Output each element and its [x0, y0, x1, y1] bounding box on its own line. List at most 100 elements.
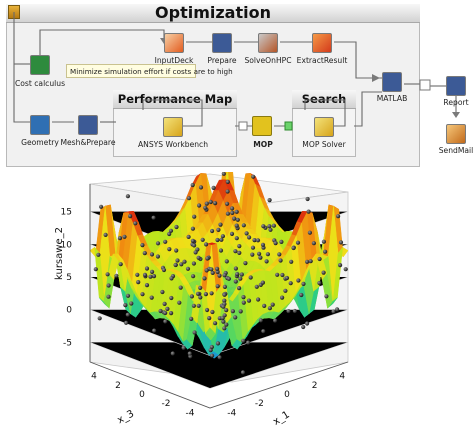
- sample-point: [168, 228, 174, 233]
- sample-point: [221, 319, 226, 324]
- sample-point: [235, 272, 240, 277]
- solveonhpc-label: SolveOnHPC: [244, 56, 292, 65]
- sample-point: [222, 298, 227, 303]
- sample-point: [237, 244, 242, 249]
- sample-point: [336, 214, 341, 219]
- sample-point: [238, 276, 243, 281]
- sample-point: [224, 259, 229, 264]
- sample-point: [221, 172, 226, 176]
- extractresult-icon[interactable]: [312, 33, 332, 53]
- sample-point: [243, 261, 248, 266]
- sample-point: [291, 245, 296, 251]
- sample-point: [169, 295, 174, 301]
- sample-point: [241, 338, 246, 343]
- sample-point: [229, 231, 235, 236]
- sample-point: [161, 267, 167, 273]
- sample-point: [96, 252, 101, 257]
- mop-solver-icon[interactable]: [314, 117, 334, 137]
- sample-point: [335, 307, 340, 312]
- sample-point: [258, 318, 263, 323]
- report-icon[interactable]: [446, 76, 466, 96]
- x-tick-label: 4: [91, 372, 97, 382]
- sample-point: [150, 269, 155, 274]
- port-performance-out: [238, 121, 248, 131]
- matlab-icon[interactable]: [382, 72, 402, 92]
- link-extract-matlab: [334, 41, 382, 79]
- sample-point: [208, 199, 213, 205]
- sample-point: [173, 262, 178, 268]
- sample-point: [225, 211, 230, 216]
- sample-point: [198, 185, 204, 190]
- sample-point: [261, 329, 266, 334]
- sample-point: [268, 227, 273, 232]
- sample-point: [117, 236, 123, 241]
- sample-point: [142, 272, 148, 277]
- sample-point: [118, 262, 123, 267]
- sample-point: [224, 308, 229, 313]
- sample-point: [191, 261, 196, 266]
- sample-point: [106, 283, 111, 288]
- sample-point: [222, 326, 227, 331]
- sample-point: [155, 241, 161, 246]
- sample-point: [215, 284, 220, 289]
- link-performance-loop: [142, 99, 203, 127]
- sample-point: [136, 280, 141, 285]
- sample-point: [175, 258, 180, 263]
- sample-point: [235, 217, 240, 222]
- sample-point: [123, 303, 128, 308]
- sample-point: [234, 236, 239, 241]
- sample-point: [205, 256, 210, 261]
- solveonhpc-icon[interactable]: [258, 33, 278, 53]
- mop-icon[interactable]: [252, 116, 272, 136]
- x-axis-label: x_3: [116, 408, 136, 426]
- sample-point: [321, 239, 326, 244]
- axes-frame: [89, 184, 349, 409]
- x-tick-label: -2: [162, 399, 171, 409]
- sample-point: [169, 276, 174, 281]
- cost-calculus-icon[interactable]: [30, 55, 50, 75]
- sample-point: [237, 286, 242, 291]
- sample-point: [163, 239, 168, 244]
- sample-point: [177, 300, 182, 305]
- sample-point: [279, 239, 284, 244]
- sample-point: [211, 185, 216, 190]
- meshprepare-icon[interactable]: [78, 115, 98, 135]
- sample-point: [254, 284, 259, 289]
- link-search-matlab: [354, 91, 382, 127]
- sample-point: [217, 355, 222, 360]
- sendmail-icon[interactable]: [446, 124, 466, 144]
- sample-point: [209, 291, 214, 296]
- inputdeck-icon[interactable]: [164, 33, 184, 53]
- sample-point: [187, 351, 192, 356]
- sample-point: [230, 309, 235, 314]
- sample-point: [240, 370, 246, 375]
- sample-point: [234, 209, 239, 214]
- y-axis-label: x_1: [271, 409, 291, 427]
- sample-point: [216, 227, 221, 232]
- grid-line-z: [89, 342, 349, 389]
- sample-point: [241, 295, 246, 300]
- extractresult-label: ExtractResult: [296, 56, 348, 65]
- sample-point: [169, 311, 174, 316]
- z-tick-label: 5: [66, 273, 72, 283]
- sample-point: [210, 309, 215, 315]
- sample-point: [210, 353, 215, 358]
- geometry-icon[interactable]: [30, 115, 50, 135]
- sample-point: [241, 223, 246, 228]
- sample-point: [221, 304, 226, 309]
- sample-point: [165, 306, 170, 311]
- sample-point: [125, 194, 130, 199]
- sample-point: [273, 241, 278, 246]
- sample-point: [311, 241, 316, 246]
- sample-point: [122, 234, 127, 239]
- cost-calculus-label: Cost calculus: [14, 79, 66, 88]
- report-label: Report: [443, 98, 469, 107]
- sample-point: [155, 254, 160, 259]
- sample-point: [152, 328, 157, 333]
- ansys-workbench-icon[interactable]: [163, 117, 183, 137]
- sample-point: [190, 226, 195, 231]
- sample-point: [186, 234, 191, 239]
- sample-point: [151, 215, 156, 220]
- prepare-icon[interactable]: [212, 33, 232, 53]
- sample-point: [233, 315, 238, 320]
